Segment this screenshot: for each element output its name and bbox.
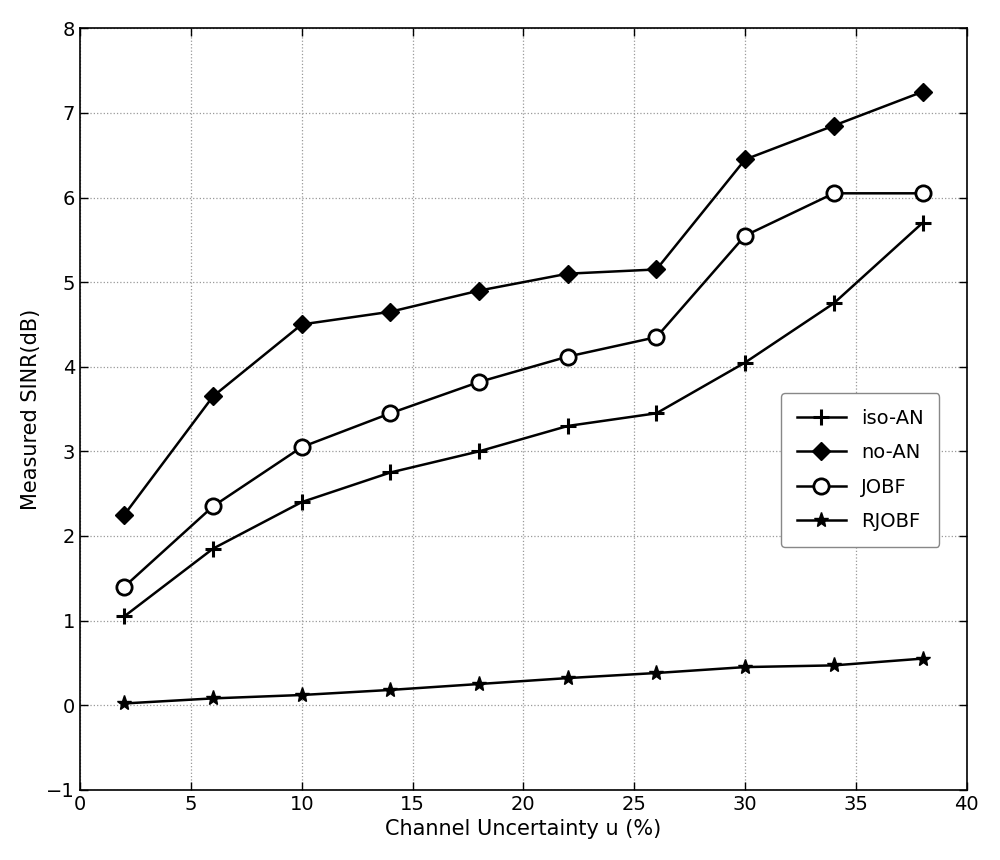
JOBF [828,188,840,199]
iso-AN [650,408,662,419]
JOBF [739,230,751,241]
no-AN [562,268,574,279]
iso-AN [917,218,929,228]
no-AN [473,286,485,296]
iso-AN [296,497,308,507]
X-axis label: Channel Uncertainty u (%): Channel Uncertainty u (%) [385,820,662,839]
Y-axis label: Measured SINR(dB): Measured SINR(dB) [21,309,41,510]
RJOBF [917,654,929,664]
RJOBF [118,698,130,709]
JOBF [473,377,485,387]
iso-AN [562,421,574,431]
Line: iso-AN: iso-AN [116,215,931,624]
RJOBF [828,660,840,671]
no-AN [828,120,840,131]
JOBF [296,442,308,452]
Line: JOBF: JOBF [117,186,930,594]
no-AN [739,154,751,164]
RJOBF [384,685,396,695]
JOBF [384,408,396,419]
RJOBF [473,679,485,689]
JOBF [207,501,219,512]
no-AN [650,264,662,274]
no-AN [296,319,308,329]
Legend: iso-AN, no-AN, JOBF, RJOBF: iso-AN, no-AN, JOBF, RJOBF [781,393,939,547]
JOBF [562,352,574,362]
RJOBF [296,690,308,700]
Line: RJOBF: RJOBF [117,651,930,711]
no-AN [207,391,219,402]
iso-AN [739,358,751,368]
RJOBF [207,693,219,703]
JOBF [650,332,662,342]
no-AN [118,510,130,520]
RJOBF [562,673,574,683]
iso-AN [118,611,130,622]
Line: no-AN: no-AN [118,85,929,521]
iso-AN [207,544,219,554]
JOBF [917,188,929,199]
iso-AN [828,298,840,309]
no-AN [917,87,929,97]
iso-AN [473,446,485,457]
RJOBF [650,668,662,679]
iso-AN [384,467,396,477]
JOBF [118,581,130,592]
RJOBF [739,662,751,673]
no-AN [384,306,396,316]
